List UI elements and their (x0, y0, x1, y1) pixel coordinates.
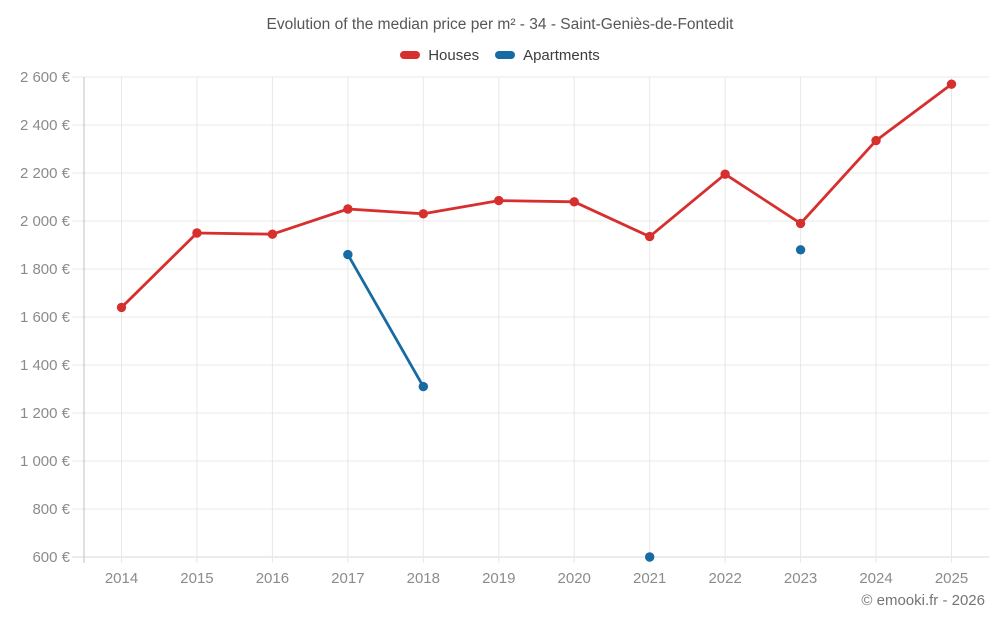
point-houses-2022[interactable] (720, 169, 730, 179)
svg-text:2 200 €: 2 200 € (20, 165, 71, 182)
point-houses-2024[interactable] (871, 135, 881, 146)
svg-text:2023: 2023 (784, 570, 817, 587)
point-houses-2018[interactable] (418, 209, 429, 219)
apartments-series-swatch-icon (495, 51, 516, 59)
svg-text:2021: 2021 (633, 570, 666, 587)
point-houses-2014[interactable] (116, 302, 127, 313)
series-apartments (343, 245, 806, 562)
svg-text:2022: 2022 (708, 570, 741, 587)
svg-text:800 €: 800 € (32, 501, 70, 518)
legend: Houses Apartments (0, 45, 1000, 65)
chart-title: Evolution of the median price per m² - 3… (266, 16, 734, 33)
svg-text:1 000 €: 1 000 € (20, 453, 71, 470)
point-houses-2021[interactable] (644, 231, 655, 242)
svg-text:2 000 €: 2 000 € (20, 213, 71, 230)
x-axis-labels: 2014 2015 2016 2017 2018 2019 2020 2021 2022 2023… (105, 570, 968, 587)
svg-text:2025: 2025 (935, 570, 968, 587)
legend-label-houses: Houses (428, 46, 480, 64)
svg-text:2017: 2017 (331, 570, 364, 587)
point-houses-2020[interactable] (569, 197, 579, 207)
svg-text:1 200 €: 1 200 € (20, 405, 71, 422)
svg-text:1 600 €: 1 600 € (20, 309, 71, 326)
point-houses-2019[interactable] (494, 195, 504, 206)
svg-text:2019: 2019 (482, 570, 515, 587)
point-houses-2023[interactable] (795, 218, 806, 229)
svg-text:600 €: 600 € (32, 549, 70, 566)
point-apartments-2021[interactable] (644, 552, 655, 562)
svg-text:1 400 €: 1 400 € (20, 357, 71, 374)
legend-item-apartments[interactable]: Apartments (495, 47, 600, 64)
svg-text:2018: 2018 (407, 570, 440, 587)
svg-text:2024: 2024 (859, 570, 892, 587)
svg-text:2 400 €: 2 400 € (20, 117, 71, 134)
point-apartments-2018[interactable] (418, 381, 429, 392)
point-houses-2025[interactable] (946, 79, 957, 89)
svg-text:2020: 2020 (558, 570, 591, 587)
y-axis-labels: 600 € 800 € 1 000 € 1 200 € 1 400 € 1 600 € 1 … (20, 69, 71, 566)
svg-text:2 600 €: 2 600 € (20, 69, 71, 86)
point-apartments-2023[interactable] (795, 245, 806, 255)
houses-line (120, 82, 953, 309)
apartments-line (346, 253, 425, 389)
svg-text:2014: 2014 (105, 570, 138, 587)
y-gridlines (72, 76, 989, 558)
x-gridlines (121, 77, 952, 563)
series-houses (116, 79, 957, 313)
point-houses-2017[interactable] (343, 204, 353, 214)
legend-label-apartments: Apartments (523, 46, 600, 64)
svg-text:2016: 2016 (256, 570, 289, 587)
houses-series-swatch-icon (400, 51, 421, 59)
point-houses-2016[interactable] (267, 229, 278, 239)
point-houses-2015[interactable] (192, 228, 202, 238)
svg-text:1 800 €: 1 800 € (20, 261, 71, 278)
copyright: © emooki.fr - 2026 (861, 592, 985, 609)
svg-text:2015: 2015 (180, 570, 213, 587)
legend-item-houses[interactable]: Houses (400, 47, 479, 64)
point-apartments-2017[interactable] (343, 249, 353, 260)
